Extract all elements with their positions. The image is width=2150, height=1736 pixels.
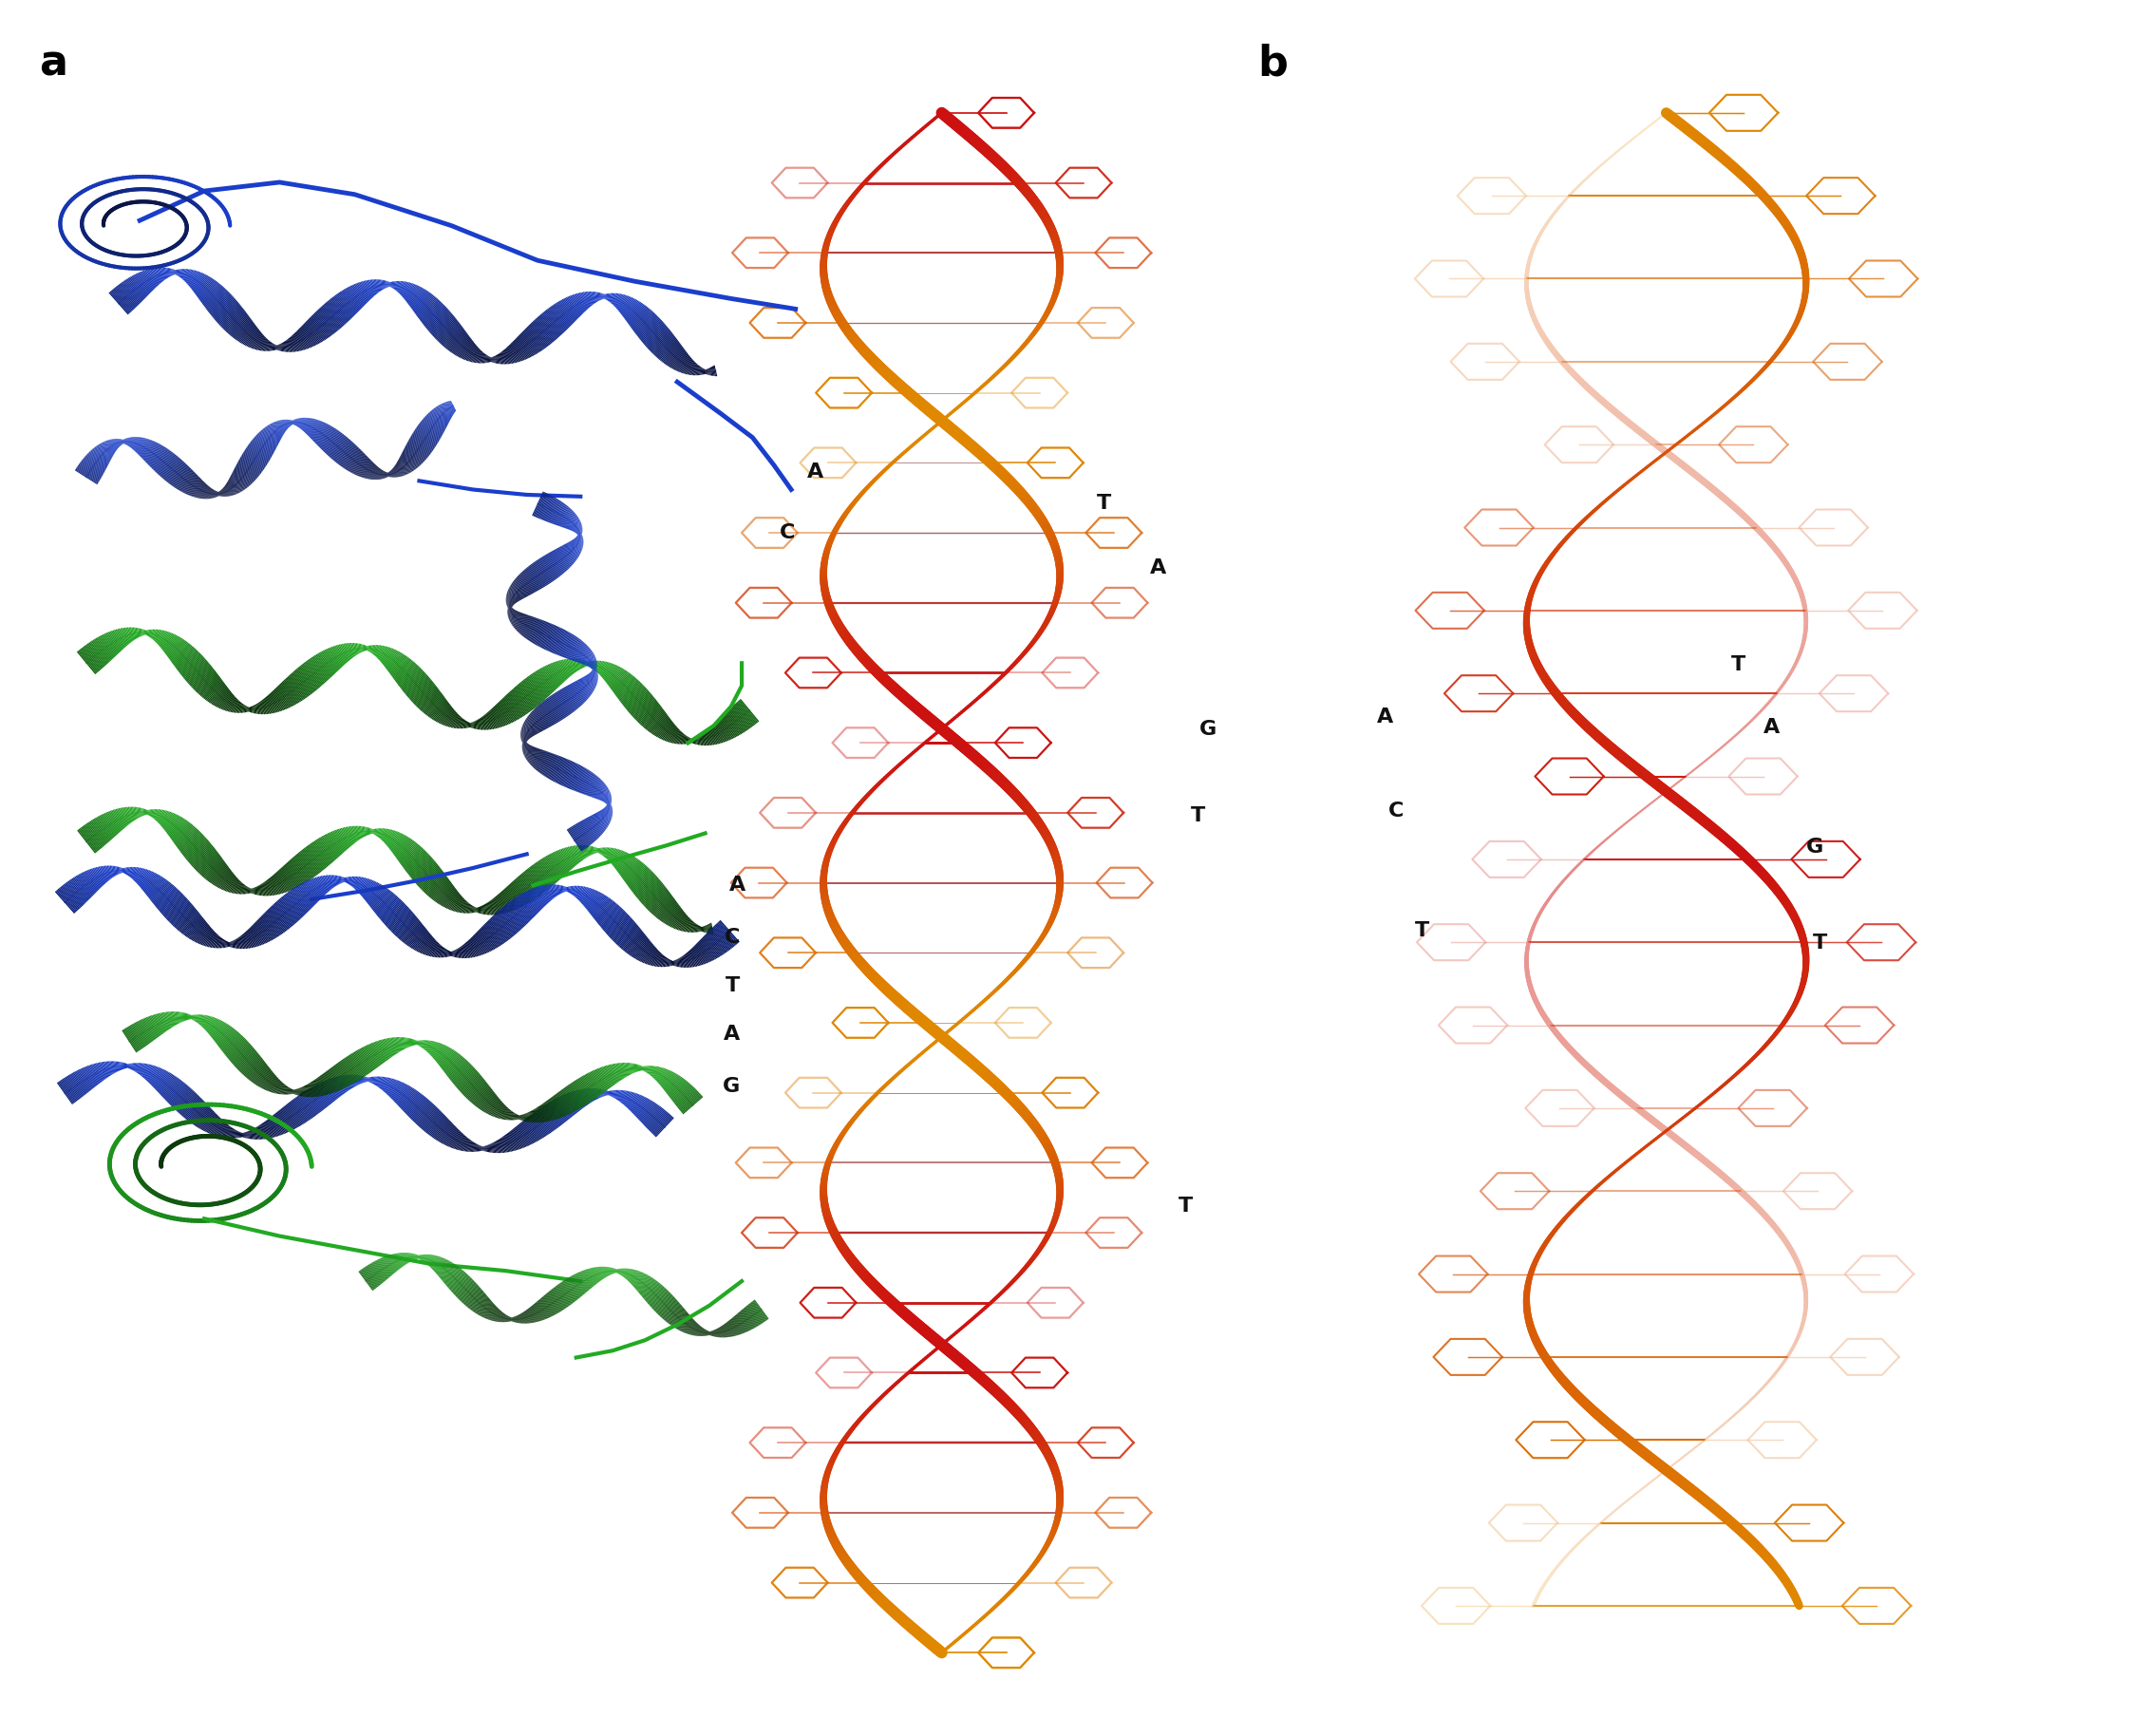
Text: G: G <box>1806 838 1823 856</box>
Text: T: T <box>1731 656 1746 674</box>
Text: T: T <box>1096 495 1112 512</box>
Text: A: A <box>729 877 746 894</box>
Text: C: C <box>780 524 796 542</box>
Text: G: G <box>1200 720 1217 738</box>
Text: A: A <box>1150 559 1167 576</box>
Text: G: G <box>722 1078 740 1095</box>
Text: C: C <box>725 929 740 946</box>
Text: A: A <box>806 464 823 481</box>
Text: T: T <box>1812 934 1827 951</box>
Text: T: T <box>1415 922 1430 939</box>
Text: C: C <box>1389 802 1404 819</box>
Text: A: A <box>1763 719 1780 736</box>
Text: a: a <box>39 43 67 85</box>
Text: A: A <box>722 1026 740 1043</box>
Text: b: b <box>1258 43 1288 85</box>
Text: T: T <box>1191 807 1206 825</box>
Text: T: T <box>725 977 740 995</box>
Text: A: A <box>1376 708 1393 726</box>
Text: T: T <box>1178 1198 1193 1215</box>
